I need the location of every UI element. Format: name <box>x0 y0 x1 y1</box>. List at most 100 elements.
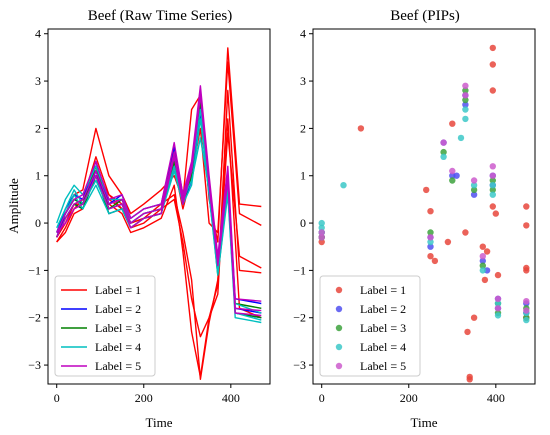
left-axes-frame <box>47 28 271 385</box>
scatter-point <box>457 134 465 142</box>
scatter-point <box>470 191 478 198</box>
y-tick-label: −3 <box>28 358 41 372</box>
scatter-point <box>489 191 496 198</box>
left-title: Beef (Raw Time Series) <box>88 8 233 24</box>
right-plot-area <box>318 44 530 383</box>
scatter-point <box>453 172 460 179</box>
scatter-point <box>470 314 478 321</box>
legend-label: Label = 4 <box>360 340 406 354</box>
x-tick-label: 400 <box>222 391 240 405</box>
legend-box <box>54 275 156 377</box>
scatter-point <box>523 222 530 229</box>
scatter-point <box>427 234 434 241</box>
y-tick-label: −3 <box>293 358 306 372</box>
y-tick-label: 3 <box>35 74 41 88</box>
y-tick-label: 4 <box>300 27 306 41</box>
legend-swatch <box>335 286 343 294</box>
scatter-point <box>489 186 496 194</box>
legend-label: Label = 3 <box>360 321 406 335</box>
scatter-point <box>462 229 469 236</box>
scatter-point <box>470 182 478 189</box>
left-ylabel: Amplitude <box>6 178 21 234</box>
legend-swatch <box>335 343 343 351</box>
scatter-point <box>462 106 469 113</box>
scatter-point <box>318 234 325 241</box>
scatter-point <box>492 210 499 217</box>
scatter-point <box>483 248 491 255</box>
scatter-point <box>494 312 502 319</box>
legend-label: Label = 2 <box>95 302 141 316</box>
scatter-point <box>318 219 325 227</box>
scatter-point <box>462 115 469 123</box>
legend-label: Label = 1 <box>95 283 141 297</box>
legend-label: Label = 4 <box>95 340 141 354</box>
right-xlabel: Time <box>411 415 438 430</box>
scatter-point <box>479 257 486 265</box>
scatter-point <box>440 148 447 156</box>
scatter-point <box>427 229 434 236</box>
right-panel: Beef (PIPs) 0 200 400 −3 −2 −1 0 1 2 3 4 Time Lab… <box>293 8 536 430</box>
scatter-point <box>449 177 456 184</box>
x-tick-label: 200 <box>135 391 153 405</box>
legend-label: Label = 1 <box>360 283 406 297</box>
right-title: Beef (PIPs) <box>390 8 460 24</box>
scatter-point <box>479 267 486 274</box>
y-tick-label: −1 <box>293 263 306 277</box>
scatter-point <box>494 271 502 279</box>
scatter-point <box>479 262 486 269</box>
x-tick-label: 400 <box>487 391 505 405</box>
scatter-point <box>318 229 325 236</box>
scatter-point <box>462 87 469 94</box>
scatter-point <box>444 238 452 246</box>
scatter-point <box>470 186 478 194</box>
scatter-point <box>470 177 478 184</box>
scatter-point <box>318 238 325 246</box>
scatter-point <box>523 307 530 314</box>
legend-swatch <box>335 362 343 370</box>
scatter-point <box>523 298 530 305</box>
scatter-point <box>440 153 447 160</box>
scatter-point <box>462 82 469 90</box>
scatter-point <box>481 276 489 284</box>
scatter-point <box>489 87 496 94</box>
scatter-point <box>489 44 496 52</box>
series-line <box>56 94 262 317</box>
y-tick-label: −2 <box>28 311 41 325</box>
scatter-point <box>494 300 502 307</box>
scatter-point <box>318 224 325 231</box>
scatter-point <box>427 253 434 260</box>
x-tick-label: 200 <box>400 391 418 405</box>
scatter-point <box>479 253 486 260</box>
y-tick-label: −1 <box>28 263 41 277</box>
legend-label: Label = 2 <box>360 302 406 316</box>
scatter-point <box>489 203 496 210</box>
left-x-ticks: 0 200 400 <box>54 384 240 405</box>
left-y-ticks: −3 −2 −1 0 1 2 3 4 <box>28 27 48 372</box>
x-tick-label: 0 <box>319 391 325 405</box>
legend-label: Label = 3 <box>95 321 141 335</box>
y-tick-label: 2 <box>300 121 306 135</box>
scatter-point <box>431 257 439 265</box>
y-tick-label: 0 <box>35 216 41 230</box>
scatter-point <box>523 316 530 324</box>
scatter-point <box>523 203 530 210</box>
left-legend: Label = 1 Label = 2 Label = 3 Label = 4 Labe… <box>54 275 156 377</box>
series-line <box>56 47 262 243</box>
legend-box <box>319 275 421 377</box>
right-legend: Label = 1 Label = 2 Label = 3 Label = 4 Labe… <box>319 275 421 377</box>
scatter-point <box>449 120 456 127</box>
scatter-point <box>523 267 530 274</box>
scatter-point <box>494 305 502 312</box>
y-tick-label: 0 <box>300 216 306 230</box>
scatter-point <box>440 139 447 146</box>
scatter-point <box>462 96 469 104</box>
left-xlabel: Time <box>146 415 173 430</box>
y-tick-label: 4 <box>35 27 41 41</box>
scatter-point <box>427 243 434 250</box>
y-tick-label: −2 <box>293 311 306 325</box>
left-plot-area <box>56 47 262 380</box>
scatter-point <box>489 177 496 184</box>
legend-swatch <box>335 324 343 332</box>
scatter-point <box>479 243 486 250</box>
